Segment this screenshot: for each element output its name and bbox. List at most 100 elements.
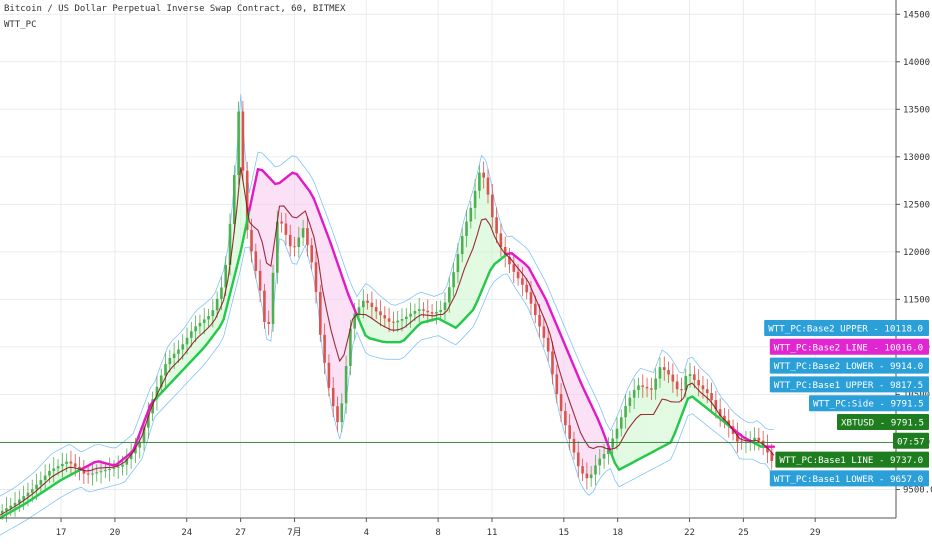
candle-body <box>581 466 584 473</box>
candle-body <box>491 195 494 218</box>
candle-body <box>710 393 713 400</box>
x-tick-label: 11 <box>487 528 498 538</box>
price-label-text: WTT_PC:Side - 9791.5 <box>813 399 924 410</box>
candle-body <box>465 221 468 235</box>
candle-body <box>650 388 653 389</box>
candle-body <box>702 385 705 389</box>
price-label: XBTUSD - 9791.5 <box>837 414 929 430</box>
price-label-text: WTT_PC:Base2 UPPER - 10118.0 <box>768 324 923 335</box>
candle-body <box>646 387 649 388</box>
indicator-title[interactable]: WTT_PC <box>4 20 37 30</box>
price-label-text: WTT_PC:Base1 LINE - 9737.0 <box>779 455 923 466</box>
y-tick-label: 11500.0 <box>903 295 932 305</box>
candle-body <box>530 292 533 303</box>
candle-body <box>461 236 464 254</box>
candle-body <box>293 246 296 247</box>
candle-body <box>164 364 167 375</box>
candle-body <box>439 310 442 312</box>
candle-body <box>375 307 378 311</box>
candle-body <box>706 389 709 393</box>
candle-body <box>87 474 90 475</box>
candle-body <box>48 471 51 476</box>
candle-body <box>568 425 571 439</box>
price-labels: WTT_PC:Base2 UPPER - 10118.0 WTT_PC:Base2… <box>764 320 929 486</box>
x-tick-label: 18 <box>612 528 623 538</box>
candle-body <box>444 302 447 310</box>
candle-body <box>573 439 576 453</box>
price-label-text: WTT_PC:Base2 LINE - 10016.0 <box>774 342 923 353</box>
candle-body <box>637 385 640 390</box>
x-tick-label: 15 <box>558 528 569 538</box>
candle-body <box>586 474 589 479</box>
candle-body <box>341 403 344 422</box>
candle-body <box>482 173 485 178</box>
candle-body <box>659 367 662 378</box>
candle-body <box>302 228 305 237</box>
candle-body <box>641 385 644 386</box>
candle-body <box>396 321 399 323</box>
candle-body <box>495 217 498 233</box>
candle-body <box>186 338 189 345</box>
candle-body <box>233 175 236 224</box>
x-tick-label: 4 <box>364 528 369 538</box>
candle-body <box>315 262 318 292</box>
candle-body <box>401 319 404 321</box>
candle-body <box>603 454 606 459</box>
candle-body <box>693 374 696 380</box>
price-label: WTT_PC:Base1 UPPER - 9817.5 <box>770 376 929 392</box>
candle-body <box>487 178 490 195</box>
price-label: WTT_PC:Base2 LINE - 10016.0 <box>770 339 929 355</box>
candles <box>1 101 773 522</box>
candle-body <box>345 366 348 403</box>
candle-body <box>169 358 172 364</box>
candle-body <box>259 271 262 291</box>
candle-body <box>336 406 339 422</box>
candle-body <box>680 389 683 390</box>
candle-body <box>594 465 597 474</box>
candle-body <box>237 111 240 175</box>
candle-body <box>426 311 429 312</box>
candle-body <box>216 299 219 310</box>
candle-body <box>74 463 77 466</box>
candle-body <box>332 388 335 406</box>
candle-body <box>534 304 537 315</box>
cloud-fills <box>0 111 774 518</box>
y-tick-label: 14500.0 <box>903 10 932 20</box>
cloud-segment <box>292 173 296 247</box>
candle-body <box>547 338 550 352</box>
candle-body <box>590 475 593 479</box>
candle-body <box>676 382 679 390</box>
candle-body <box>203 319 206 322</box>
x-tick-label: 8 <box>435 528 440 538</box>
candle-body <box>422 309 425 310</box>
candle-body <box>362 301 365 308</box>
candle-body <box>620 417 623 428</box>
candle-body <box>469 208 472 222</box>
candle-body <box>474 191 477 208</box>
candle-body <box>366 301 369 303</box>
candle-body <box>697 380 700 385</box>
x-tick-label: 17 <box>56 528 67 538</box>
candle-body <box>108 469 111 470</box>
candle-body <box>435 312 438 314</box>
candle-body <box>611 439 614 448</box>
candle-body <box>190 331 193 338</box>
candle-body <box>40 480 43 485</box>
candle-body <box>379 311 382 315</box>
candle-body <box>564 411 567 425</box>
price-label: WTT_PC:Base2 LOWER - 9914.0 <box>770 358 929 374</box>
candle-body <box>577 453 580 467</box>
candle-body <box>560 394 563 411</box>
candle-body <box>22 496 25 499</box>
candle-body <box>255 251 258 271</box>
candle-body <box>31 489 34 492</box>
candle-body <box>57 466 60 468</box>
candle-body <box>250 230 253 252</box>
candle-body <box>414 311 417 314</box>
candle-body <box>27 493 30 496</box>
price-label: WTT_PC:Base1 LINE - 9737.0 <box>775 452 929 468</box>
price-label-text: WTT_PC:Base1 UPPER - 9817.5 <box>774 380 923 391</box>
candle-body <box>633 390 636 398</box>
